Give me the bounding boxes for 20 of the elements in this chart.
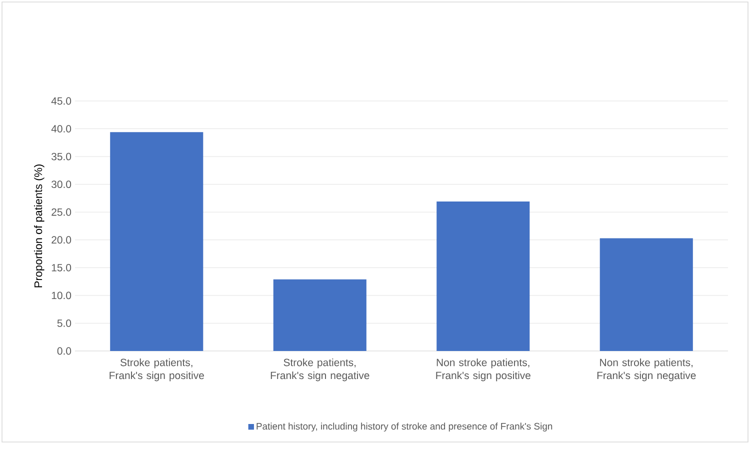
- bar: [600, 238, 693, 351]
- x-tick-label: Stroke patients, Frank's sign positive: [110, 358, 204, 382]
- y-tick-label: 35.0: [52, 152, 72, 160]
- y-tick-label: 0.0: [57, 347, 72, 355]
- y-tick-label: 20.0: [52, 236, 72, 244]
- y-tick-label: 40.0: [51, 125, 72, 132]
- y-tick-label: 25.0: [52, 208, 72, 216]
- y-tick-label: 10.0: [52, 292, 72, 300]
- x-tick-label: Non stroke patients, Frank's sign positive: [436, 358, 530, 382]
- bar: [436, 202, 530, 351]
- bar: [273, 279, 366, 351]
- y-tick-label: 5.0: [57, 320, 72, 327]
- y-tick-label: 30.0: [52, 180, 72, 188]
- y-axis-title: Proportion of patients (%): [34, 164, 44, 288]
- x-tick-label: Non stroke patients, Frank's sign negative: [597, 358, 696, 382]
- y-tick-label: 15.0: [52, 264, 72, 272]
- y-tick-label: 45.0: [51, 97, 72, 105]
- bar: [110, 132, 204, 351]
- legend-label: Patient history, including history of stroke and presence of Frank's Sign: [256, 422, 552, 432]
- x-tick-label: Stroke patients, Frank's sign negative: [270, 358, 370, 382]
